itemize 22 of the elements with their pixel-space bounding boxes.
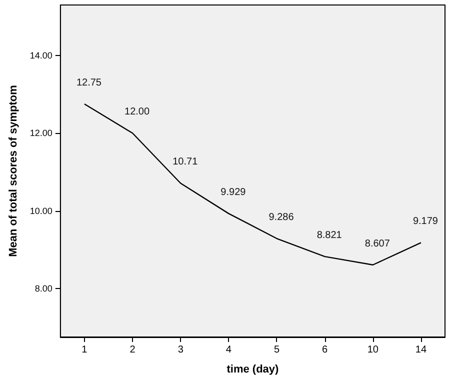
x-tick-label: 14 xyxy=(415,344,427,356)
data-label: 9.179 xyxy=(412,216,438,228)
data-label: 8.607 xyxy=(364,238,390,250)
y-tick-label: 14.00 xyxy=(30,50,52,60)
x-tick-label: 3 xyxy=(178,344,184,356)
x-tick-label: 1 xyxy=(82,344,88,356)
x-tick-label: 5 xyxy=(274,344,280,356)
data-label: 12.00 xyxy=(124,106,150,118)
y-tick-label: 12.00 xyxy=(30,128,52,138)
data-label: 9.286 xyxy=(268,212,294,224)
x-tick-label: 2 xyxy=(130,344,136,356)
data-label: 9.929 xyxy=(220,187,246,198)
y-tick-label: 10.00 xyxy=(30,206,52,216)
x-tick-label: 6 xyxy=(322,344,328,356)
y-axis-title: Mean of total scores of symptom xyxy=(8,84,20,257)
x-axis-title: time (day) xyxy=(226,364,280,376)
data-label: 8.821 xyxy=(316,230,342,242)
data-label: 12.75 xyxy=(76,78,102,89)
x-tick-label: 4 xyxy=(226,344,232,356)
y-tick-label: 8.00 xyxy=(34,283,52,294)
data-label: 10.71 xyxy=(172,156,198,168)
x-tick-label: 10 xyxy=(367,344,379,356)
